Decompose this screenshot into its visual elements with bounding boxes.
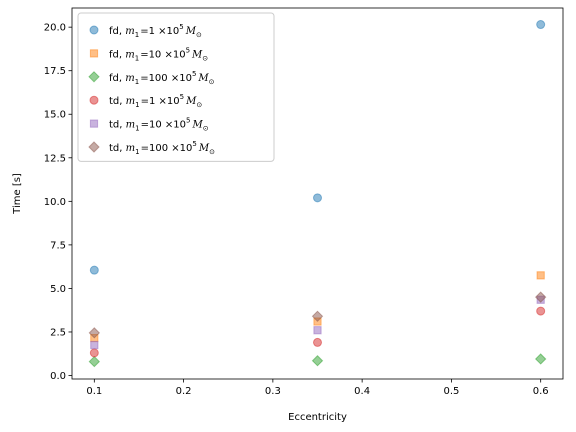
legend-entry-label: fd, m1=1 ×105 M⊙: [109, 23, 202, 39]
x-tick-label: 0.2: [176, 386, 192, 397]
data-point: [89, 348, 99, 358]
x-tick-label: 0.1: [86, 386, 102, 397]
legend-marker: [89, 95, 99, 105]
x-axis-ticks: 0.1 0.2 0.3 0.4 0.5 0.6: [86, 379, 549, 397]
y-tick-label: 5.0: [50, 284, 66, 295]
data-point: [536, 306, 546, 316]
data-point: [313, 193, 322, 203]
legend-marker: [88, 141, 100, 153]
x-tick-label: 0.4: [354, 386, 370, 397]
y-tick-label: 0.0: [50, 371, 66, 382]
data-point: [536, 20, 546, 30]
legend-entry-label: fd, m1=100 ×105 M⊙: [109, 70, 215, 86]
y-tick-label: 15.0: [44, 110, 66, 121]
legend-entry-label: td, m1=1 ×105 M⊙: [109, 93, 202, 109]
y-tick-label: 17.5: [44, 66, 66, 77]
legend-marker: [89, 119, 99, 128]
series-td-m1: [89, 306, 546, 358]
legend-entry-label: td, m1=100 ×105 M⊙: [109, 140, 215, 156]
legend-entry-label: fd, m1=10 ×105 M⊙: [109, 46, 208, 62]
x-tick-label: 0.3: [265, 386, 281, 397]
data-point: [534, 291, 547, 303]
y-tick-label: 2.5: [50, 327, 66, 338]
data-point: [89, 265, 99, 275]
data-point: [88, 355, 101, 368]
y-tick-label: 10.0: [44, 197, 66, 208]
data-point: [311, 355, 324, 367]
legend: fd, m1=1 ×105 M⊙ fd, m1=10 ×105 M⊙ fd, m1=10…: [77, 12, 275, 162]
series-fd-m1: [89, 20, 546, 275]
data-point: [88, 327, 101, 339]
legend-box: [77, 12, 275, 162]
x-tick-label: 0.6: [533, 386, 549, 397]
series-fd-m100: [88, 353, 547, 368]
axes-frame: [71, 7, 564, 380]
y-axis-ticks: 0.0 2.5 5.0 7.5 10.0 12.5 15.0 17.5 20.0: [44, 23, 72, 382]
x-tick-label: 0.5: [443, 386, 459, 397]
data-point: [313, 337, 322, 347]
data-point: [536, 271, 545, 280]
x-axis-label: Eccentricity: [288, 412, 347, 423]
data-point: [313, 326, 322, 335]
legend-marker: [89, 25, 99, 35]
y-axis-label: Time [s]: [12, 173, 23, 215]
y-tick-label: 12.5: [44, 153, 66, 164]
legend-marker: [89, 49, 99, 58]
y-tick-label: 20.0: [44, 23, 66, 34]
data-point: [534, 353, 547, 365]
data-point: [90, 340, 99, 350]
legend-marker: [88, 71, 100, 83]
series-td-m100: [88, 291, 547, 339]
data-markers: [88, 20, 547, 368]
data-point: [311, 310, 324, 323]
y-tick-label: 7.5: [50, 240, 66, 251]
legend-entry-label: td, m1=10 ×105 M⊙: [109, 117, 209, 133]
